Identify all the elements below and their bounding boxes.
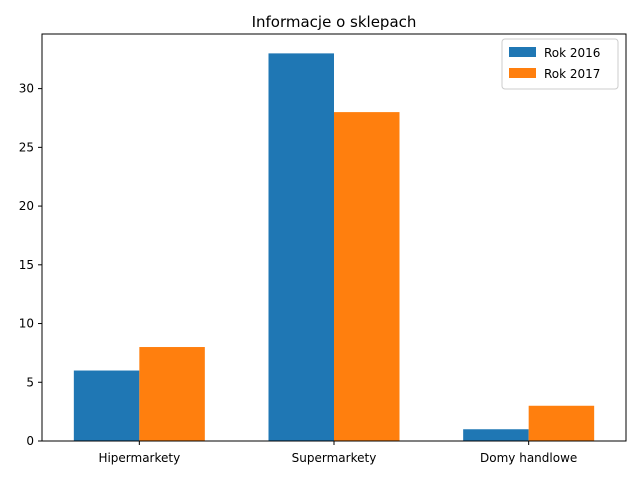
x-tick-label: Supermarkety bbox=[292, 451, 377, 465]
y-tick-label: 30 bbox=[19, 82, 34, 96]
bar-1-3 bbox=[463, 429, 529, 441]
legend-label-1: Rok 2016 bbox=[544, 46, 600, 60]
y-tick-label: 5 bbox=[26, 375, 34, 389]
bar-1-2 bbox=[268, 53, 334, 441]
y-tick-label: 20 bbox=[19, 199, 34, 213]
legend-swatch-1 bbox=[509, 47, 536, 57]
chart-title: Informacje o sklepach bbox=[252, 13, 417, 31]
y-tick-label: 15 bbox=[19, 258, 34, 272]
legend: Rok 2016 Rok 2017 bbox=[501, 38, 619, 90]
bar-2-1 bbox=[139, 347, 205, 441]
x-tick-label: Hipermarkety bbox=[98, 451, 180, 465]
legend-swatch-2 bbox=[509, 68, 536, 78]
y-tick-label: 10 bbox=[19, 317, 34, 331]
y-tick-label: 25 bbox=[19, 140, 34, 154]
bars-layer bbox=[73, 53, 595, 441]
y-tick-label: 0 bbox=[26, 434, 34, 448]
bar-1-1 bbox=[73, 370, 140, 441]
axes-layer: 0 5 10 15 20 25 30 Hipermarkety Supermarkety Domy… bbox=[19, 33, 627, 465]
bar-2-3 bbox=[528, 405, 595, 441]
x-tick-label: Domy handlowe bbox=[480, 451, 577, 465]
bar-2-2 bbox=[334, 112, 400, 441]
legend-label-2: Rok 2017 bbox=[544, 67, 600, 81]
